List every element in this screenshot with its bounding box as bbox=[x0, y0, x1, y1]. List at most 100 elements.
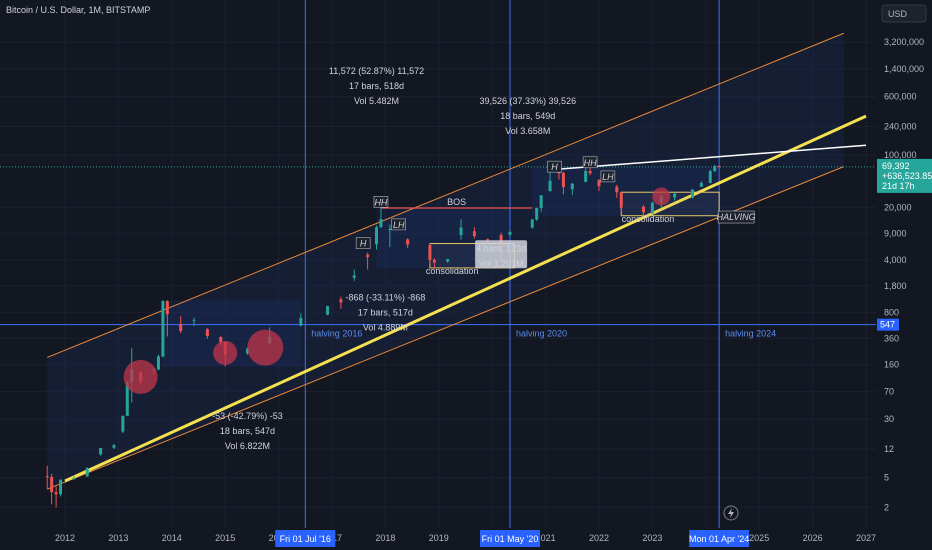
current-change: +636,523.85% bbox=[882, 171, 932, 181]
countdown: 21d 17h bbox=[882, 181, 915, 191]
date-tag: Mon 01 Apr '24 bbox=[689, 534, 749, 544]
x-tick-label: 2015 bbox=[215, 533, 235, 543]
candle-body bbox=[690, 189, 694, 198]
measure-annotation: -53 (-42.79%) -53 bbox=[212, 411, 283, 421]
measure-annotation: 11,572 (52.87%) 11,572 bbox=[329, 66, 424, 76]
candle-body bbox=[499, 234, 503, 245]
measure-annotation: Vol 4.889M bbox=[363, 322, 408, 332]
hh-label: HH bbox=[374, 197, 387, 207]
current-price-tag bbox=[877, 158, 932, 193]
candle-body bbox=[192, 319, 196, 321]
measure-annotation: 17 bars, 518d bbox=[349, 81, 404, 91]
candle-body bbox=[615, 186, 619, 193]
y-tick-label: 4,000 bbox=[884, 255, 907, 265]
candle-body bbox=[673, 193, 677, 198]
candle-body bbox=[121, 415, 125, 432]
h-label-box bbox=[547, 160, 562, 173]
candle-body bbox=[459, 227, 463, 236]
channel-upper bbox=[47, 32, 844, 358]
level-tag bbox=[877, 318, 899, 331]
candle-body bbox=[446, 259, 450, 262]
halving-upper-label: HALVING bbox=[717, 212, 756, 222]
red-circle bbox=[213, 340, 238, 365]
channel-fill bbox=[47, 33, 844, 490]
h-label: H bbox=[360, 239, 367, 249]
candle-body bbox=[54, 492, 58, 495]
candle-body bbox=[50, 476, 54, 493]
consolidation-label: consolidation bbox=[426, 266, 479, 276]
candle-body bbox=[472, 231, 476, 237]
x-tick-label: 2018 bbox=[375, 533, 395, 543]
candle-body bbox=[713, 166, 717, 171]
measure-annotation: 17 bars, 517d bbox=[358, 307, 413, 317]
halving-label: halving 2020 bbox=[516, 329, 567, 339]
date-tag-bg bbox=[480, 530, 540, 547]
candle-body bbox=[99, 447, 103, 455]
chart-title: Bitcoin / U.S. Dollar, 1M, BITSTAMP bbox=[6, 5, 150, 15]
halving-label: halving 2024 bbox=[725, 329, 776, 339]
candle-body bbox=[165, 301, 169, 315]
drawing-lines: BOS bbox=[0, 0, 876, 528]
resistance-line bbox=[558, 144, 867, 170]
candle-body bbox=[299, 317, 303, 326]
measure-tooltip bbox=[475, 240, 528, 269]
lh-label: LH bbox=[393, 220, 405, 230]
halving-label: halving 2016 bbox=[311, 329, 362, 339]
currency-label: USD bbox=[888, 9, 908, 19]
alert-icon[interactable] bbox=[723, 505, 739, 521]
x-tick-label: 2026 bbox=[803, 533, 823, 543]
candle-body bbox=[561, 172, 565, 188]
x-tick-label: 2014 bbox=[162, 533, 182, 543]
candle-body bbox=[584, 170, 588, 182]
x-tick-label: 2021 bbox=[536, 533, 556, 543]
candle-body bbox=[530, 219, 534, 228]
x-tick-label: 2025 bbox=[749, 533, 769, 543]
y-tick-labels: 3,200,000 1,400,000 600,000 240,000 100,000 2… bbox=[884, 37, 924, 512]
y-tick-label: 3,200,000 bbox=[884, 37, 924, 47]
candle-body bbox=[156, 356, 160, 370]
red-circle bbox=[652, 187, 671, 206]
y-tick-label: 20,000 bbox=[884, 202, 912, 212]
candle-body bbox=[708, 170, 712, 183]
date-tag: Fri 01 Jul '16 bbox=[280, 534, 331, 544]
hh-label-box bbox=[582, 156, 598, 169]
y-tick-label: 1,800 bbox=[884, 281, 907, 291]
y-tick-label: 70 bbox=[884, 387, 894, 397]
currency-button[interactable] bbox=[881, 4, 927, 23]
measure-annotation: 4 bars, 123d bbox=[476, 243, 526, 253]
candle-body bbox=[642, 206, 645, 213]
current-price: 69,392 bbox=[882, 161, 910, 171]
candle-body bbox=[352, 275, 356, 278]
candle-body bbox=[379, 219, 383, 228]
candle-body bbox=[72, 478, 76, 480]
halving-upper-box bbox=[717, 210, 755, 224]
red-circle bbox=[123, 359, 158, 394]
candle-body bbox=[539, 195, 543, 208]
lh-label-box bbox=[600, 170, 616, 183]
y-tick-label: 160 bbox=[884, 360, 899, 370]
candle-body bbox=[699, 183, 703, 187]
y-tick-label: 600,000 bbox=[884, 92, 917, 102]
h-label-box bbox=[355, 237, 371, 249]
x-tick-label: 2012 bbox=[55, 533, 75, 543]
candle-body bbox=[59, 479, 63, 495]
x-tick-label: 2023 bbox=[642, 533, 662, 543]
measure-annotation: 39,526 (37.33%) 39,526 bbox=[480, 96, 577, 106]
y-tick-label: 12 bbox=[884, 444, 894, 454]
candle-body bbox=[375, 227, 378, 245]
level-value: 547 bbox=[880, 320, 895, 330]
y-tick-label: 800 bbox=[884, 307, 899, 317]
y-tick-label: 30 bbox=[884, 414, 894, 424]
consolidation-label: consolidation bbox=[622, 214, 675, 224]
x-tick-label: 2019 bbox=[429, 533, 449, 543]
measure-annotation: 18 bars, 549d bbox=[500, 111, 555, 121]
candle-body bbox=[548, 180, 552, 192]
candle-body bbox=[597, 180, 601, 187]
hh-label: HH bbox=[584, 158, 597, 168]
candle-body bbox=[245, 348, 249, 354]
x-tick-label: 2022 bbox=[589, 533, 609, 543]
candle-body bbox=[588, 170, 592, 174]
channel-lower bbox=[47, 166, 844, 490]
